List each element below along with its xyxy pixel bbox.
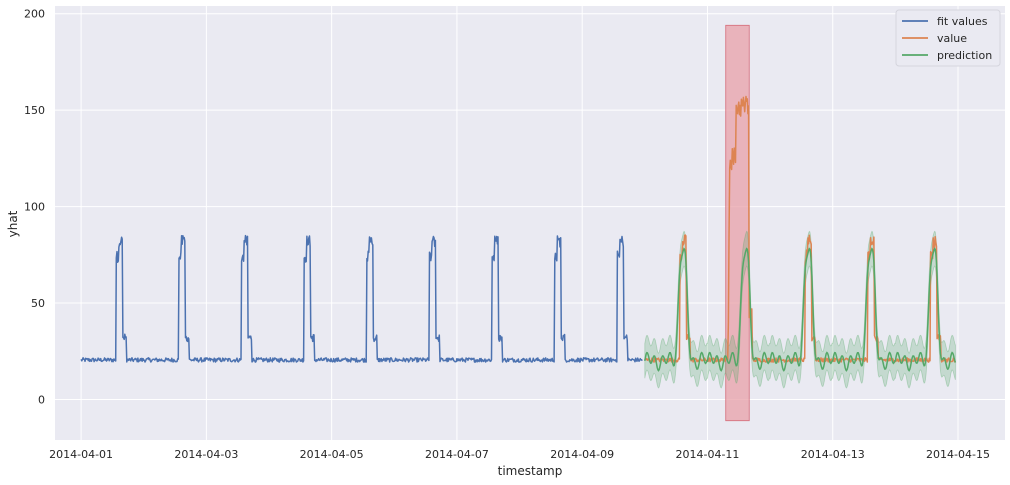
legend-label: fit values (937, 15, 988, 28)
legend-label: value (937, 32, 967, 45)
x-axis-label: timestamp (498, 464, 563, 478)
y-tick-label: 50 (31, 297, 45, 310)
x-tick-label: 2014-04-03 (174, 448, 238, 461)
grid-lines (55, 6, 1005, 440)
y-axis-label: yhat (6, 210, 20, 237)
legend-label: prediction (937, 49, 992, 62)
series-line-fit (80, 234, 643, 363)
y-tick-label: 100 (24, 201, 45, 214)
x-tick-label: 2014-04-07 (425, 448, 489, 461)
x-tick-label: 2014-04-11 (676, 448, 740, 461)
plot-background (55, 6, 1005, 440)
y-tick-label: 0 (38, 393, 45, 406)
legend: fit values value prediction (895, 9, 1001, 67)
x-axis-ticks: 2014-04-01 2014-04-03 2014-04-05 2014-04-07… (49, 448, 990, 461)
y-axis-ticks: 0 50 100 150 200 (24, 8, 45, 407)
y-tick-label: 150 (24, 104, 45, 117)
y-tick-label: 200 (24, 8, 45, 21)
series-lines (80, 95, 957, 372)
series-line-prediction (644, 247, 957, 372)
x-tick-label: 2014-04-05 (300, 448, 364, 461)
x-tick-label: 2014-04-09 (550, 448, 614, 461)
x-tick-label: 2014-04-13 (801, 448, 865, 461)
x-tick-label: 2014-04-15 (926, 448, 990, 461)
x-tick-label: 2014-04-01 (49, 448, 113, 461)
legend-box (895, 9, 1001, 67)
